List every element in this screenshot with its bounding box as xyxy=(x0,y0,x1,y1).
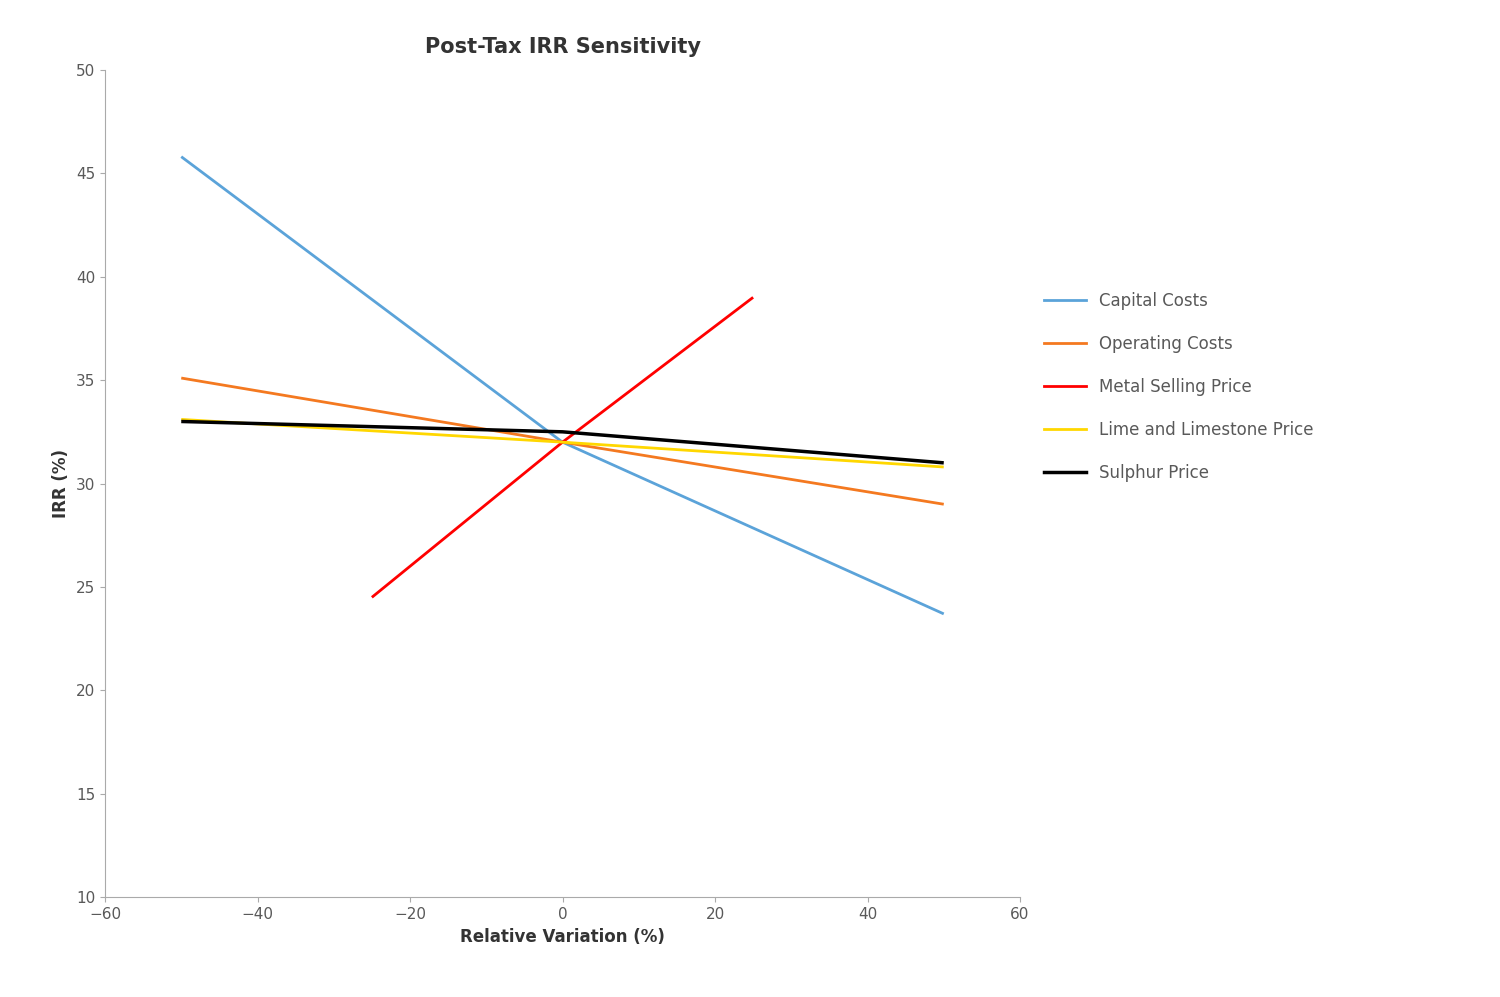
Metal Selling Price xyxy=(363,591,381,603)
Capital Costs xyxy=(554,436,572,448)
Lime and Limestone Price xyxy=(934,461,952,473)
Line: Capital Costs: Capital Costs xyxy=(182,157,944,614)
Lime and Limestone Price xyxy=(172,414,190,426)
Title: Post-Tax IRR Sensitivity: Post-Tax IRR Sensitivity xyxy=(424,37,700,57)
Line: Lime and Limestone Price: Lime and Limestone Price xyxy=(182,420,944,467)
Line: Metal Selling Price: Metal Selling Price xyxy=(372,297,753,597)
Sulphur Price xyxy=(934,457,952,469)
Operating Costs xyxy=(934,498,952,510)
Capital Costs xyxy=(934,608,952,620)
Sulphur Price xyxy=(172,416,190,428)
Legend: Capital Costs, Operating Costs, Metal Selling Price, Lime and Limestone Price, S: Capital Costs, Operating Costs, Metal Se… xyxy=(1038,285,1320,489)
Line: Sulphur Price: Sulphur Price xyxy=(182,422,944,463)
Sulphur Price xyxy=(554,426,572,438)
Capital Costs xyxy=(172,151,190,163)
Metal Selling Price xyxy=(554,436,572,448)
Operating Costs xyxy=(172,372,190,384)
Metal Selling Price xyxy=(744,291,762,303)
Lime and Limestone Price xyxy=(554,436,572,448)
X-axis label: Relative Variation (%): Relative Variation (%) xyxy=(460,927,664,945)
Line: Operating Costs: Operating Costs xyxy=(182,378,944,504)
Operating Costs xyxy=(554,436,572,448)
Y-axis label: IRR (%): IRR (%) xyxy=(53,449,70,518)
